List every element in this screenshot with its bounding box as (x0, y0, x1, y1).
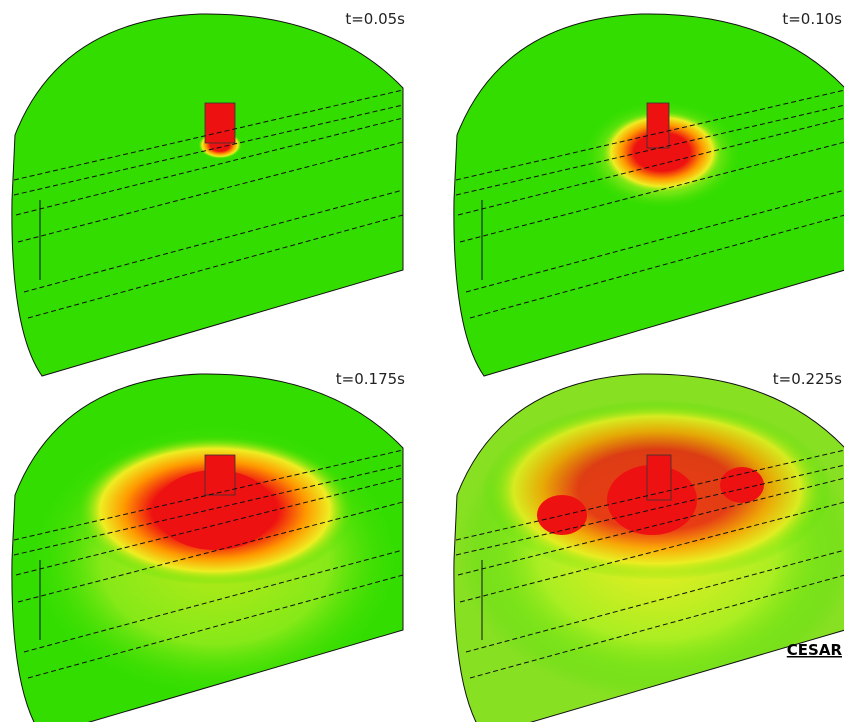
panel: t=0.05s (12, 10, 405, 376)
time-label: t=0.175s (336, 370, 405, 388)
time-label: t=0.225s (773, 370, 842, 388)
time-label: t=0.10s (782, 10, 842, 28)
panel: t=0.225s (454, 370, 844, 722)
time-label: t=0.05s (345, 10, 405, 28)
logo: CESAR (787, 641, 843, 659)
panel: t=0.175s (12, 370, 405, 722)
panel: t=0.10s (454, 10, 844, 376)
